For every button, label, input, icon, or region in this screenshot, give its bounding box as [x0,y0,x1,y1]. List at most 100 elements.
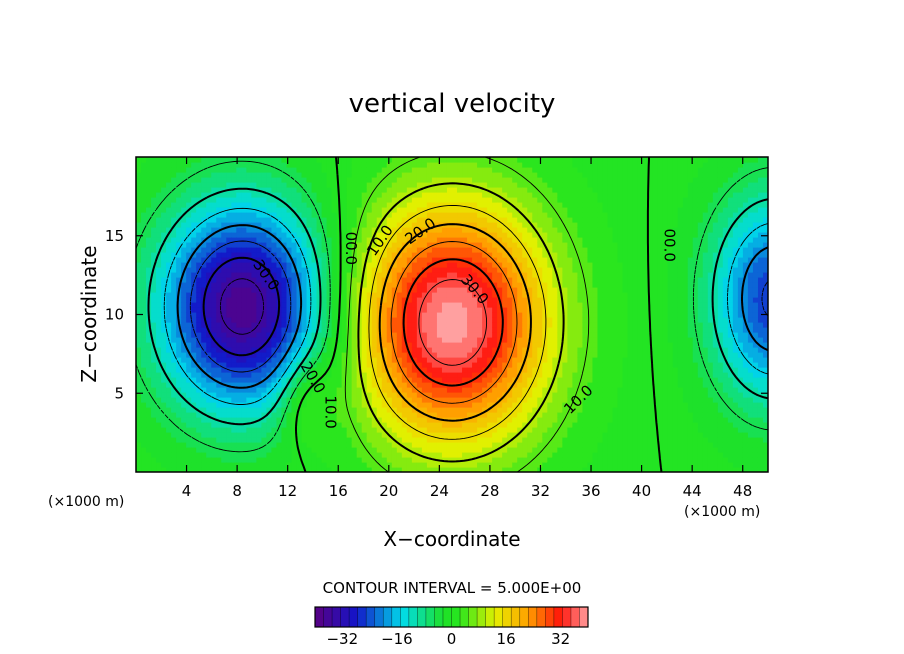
field-cell [462,172,468,178]
field-cell [507,197,513,203]
field-cell [391,312,398,318]
field-cell [171,377,177,383]
field-cell [206,387,212,393]
field-cell [306,452,313,458]
field-cell [527,217,533,223]
field-cell [517,262,523,268]
field-cell [331,282,338,288]
field-cell [366,327,373,333]
field-cell [431,462,438,468]
field-cell [171,307,177,313]
field-cell [151,412,157,418]
field-cell [436,337,443,343]
field-cell [306,402,313,408]
field-cell [441,467,448,472]
field-cell [166,372,172,378]
field-cell [436,187,443,193]
field-cell [512,357,518,363]
field-cell [166,187,172,193]
field-cell [261,362,268,368]
field-cell [487,292,493,298]
field-cell [457,332,463,338]
field-cell [426,277,433,283]
field-cell [266,407,273,413]
field-cell [522,242,528,248]
field-cell [191,257,197,263]
field-cell [316,347,323,353]
field-cell [236,317,242,323]
field-cell [467,222,473,228]
field-cell [371,157,378,163]
field-cell [281,462,288,468]
field-cell [251,252,257,258]
field-cell [381,417,388,423]
field-cell [426,162,433,168]
field-cell [311,292,318,298]
field-cell [361,452,368,458]
field-cell [276,342,283,348]
field-cell [401,162,408,168]
field-cell [522,422,528,428]
field-cell [351,467,358,472]
field-cell [296,377,303,383]
field-cell [512,267,518,273]
field-cell [221,302,227,308]
field-cell [467,382,473,388]
field-cell [431,222,438,228]
field-cell [146,252,152,258]
field-cell [211,402,217,408]
field-cell [206,172,212,178]
field-cell [326,227,333,233]
field-cell [176,207,182,213]
field-cell [492,212,498,218]
field-cell [421,387,428,393]
field-cell [457,342,463,348]
field-cell [401,227,408,233]
field-cell [462,252,468,258]
field-cell [271,372,278,378]
field-cell [452,232,458,238]
field-cell [211,302,217,308]
field-cell [251,307,257,313]
field-cell [366,212,373,218]
field-cell [502,287,508,293]
field-cell [181,292,187,298]
field-cell [241,297,247,303]
field-cell [271,217,278,223]
field-cell [191,242,197,248]
field-cell [401,342,408,348]
field-cell [376,182,383,188]
field-cell [436,317,443,323]
field-cell [441,207,448,213]
field-cell [201,402,207,408]
field-cell [311,367,318,373]
field-cell [306,462,313,468]
field-cell [477,297,483,303]
field-cell [477,357,483,363]
field-cell [226,322,232,328]
field-cell [396,322,403,328]
field-cell [462,287,468,293]
field-cell [351,312,358,318]
field-cell [191,437,197,443]
field-cell [502,302,508,308]
field-cell [361,417,368,423]
field-cell [311,242,318,248]
field-cell [446,462,453,468]
field-cell [376,277,383,283]
field-cell [316,257,323,263]
field-cell [406,262,413,268]
field-cell [371,302,378,308]
field-cell [301,327,308,333]
field-cell [431,307,438,313]
field-cell [411,172,418,178]
field-cell [146,452,152,458]
field-cell [226,417,232,423]
field-cell [246,442,252,448]
field-cell [316,422,323,428]
field-cell [416,202,423,208]
field-cell [261,332,268,338]
field-cell [457,317,463,323]
field-cell [181,237,187,243]
field-cell [482,467,488,472]
